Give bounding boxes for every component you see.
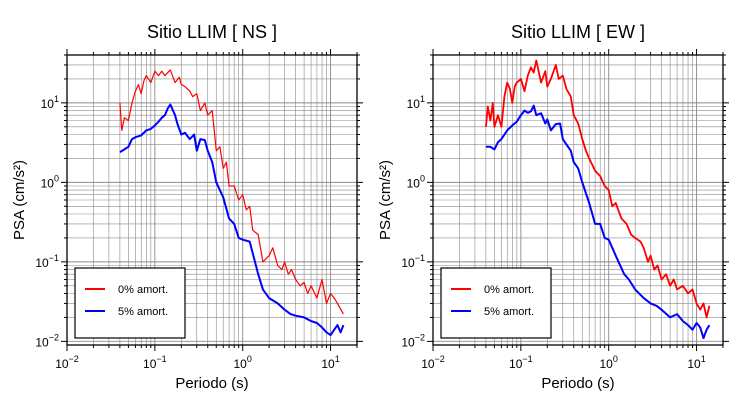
legend-label: 5% amort. [118, 306, 168, 318]
legend-label: 0% amort. [118, 284, 168, 296]
y-tick-label: 10−2 [401, 332, 425, 349]
legend-label: 5% amort. [484, 306, 534, 318]
y-tick-label: 100 [407, 173, 425, 190]
legend: 0% amort. 5% amort. [440, 267, 552, 339]
y-tick-label: 100 [41, 173, 59, 190]
x-tick-label: 101 [321, 354, 339, 371]
x-tick-label: 100 [600, 354, 618, 371]
legend: 0% amort. 5% amort. [74, 267, 186, 339]
series-line-blue [485, 104, 711, 340]
x-axis-label: Periodo (s) [541, 375, 614, 392]
series-line-red [485, 59, 711, 319]
chart-panel-ns: 10−2 10−1 100 101 10−2 10−1 100 101 Sitio LLIM [… [11, 22, 363, 392]
y-tick-label: 101 [41, 94, 59, 111]
y-axis-label: PSA (cm/s²) [11, 160, 28, 240]
y-axis-label: PSA (cm/s²) [377, 160, 394, 240]
x-tick-label: 10−1 [143, 354, 167, 371]
y-tick-label: 10−1 [35, 253, 59, 270]
legend-box [440, 267, 552, 339]
x-tick-label: 10−1 [509, 354, 533, 371]
x-tick-label: 10−2 [421, 354, 445, 371]
tick-marks [61, 49, 363, 351]
tick-marks [427, 49, 729, 351]
y-tick-label: 10−1 [401, 253, 425, 270]
x-tick-label: 100 [234, 354, 252, 371]
chart-title: Sitio LLIM [ EW ] [511, 22, 645, 42]
series-line-red [119, 69, 344, 315]
x-tick-label: 10−2 [55, 354, 79, 371]
chart-panel-ew: 10−2 10−1 100 101 10−2 10−1 100 101 Sitio LLIM [… [377, 22, 729, 392]
x-tick-label: 101 [687, 354, 705, 371]
series-line-blue [119, 103, 345, 337]
x-axis-label: Periodo (s) [175, 375, 248, 392]
legend-label: 0% amort. [484, 284, 534, 296]
legend-box [74, 267, 186, 339]
chart-title: Sitio LLIM [ NS ] [147, 22, 277, 42]
y-tick-label: 10−2 [35, 332, 59, 349]
y-tick-label: 101 [407, 94, 425, 111]
